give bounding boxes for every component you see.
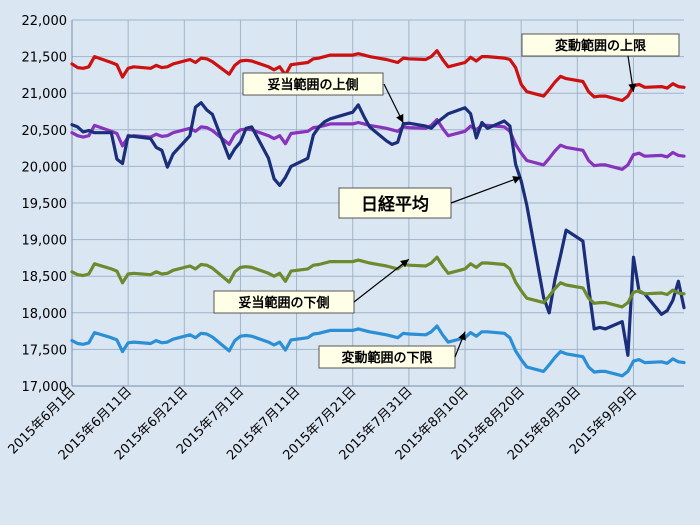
annotation-label: 変動範囲の上限 bbox=[555, 38, 647, 54]
arrow-head bbox=[400, 259, 409, 268]
annotation-callout: 変動範囲の下限 bbox=[318, 331, 466, 369]
y-tick-label: 20,500 bbox=[22, 124, 68, 139]
annotation-label: 変動範囲の下限 bbox=[341, 350, 433, 366]
annotation-callout: 変動範囲の上限 bbox=[521, 33, 680, 92]
annotation-arrow bbox=[353, 258, 410, 303]
series-line bbox=[70, 255, 686, 309]
y-tick-label: 20,000 bbox=[22, 160, 68, 175]
annotation-label: 日経平均 bbox=[361, 194, 429, 215]
annotation-box bbox=[521, 33, 680, 57]
series-line bbox=[70, 118, 686, 171]
y-tick-label: 21,500 bbox=[22, 51, 68, 66]
arrow-head bbox=[512, 176, 522, 184]
arrow-head bbox=[628, 83, 637, 92]
series-line bbox=[70, 101, 686, 357]
y-tick-label: 17,000 bbox=[22, 380, 68, 395]
annotation-label: 妥当範囲の上側 bbox=[267, 77, 358, 93]
y-tick-label: 19,000 bbox=[22, 234, 68, 249]
x-tick-labels: 2015年6月1日2015年6月11日2015年6月21日2015年7月1日20… bbox=[6, 384, 641, 463]
annotation-callout: 日経平均 bbox=[338, 176, 522, 219]
y-tick-label: 18,500 bbox=[22, 270, 68, 285]
annotation-arrow bbox=[450, 176, 522, 204]
series-lines bbox=[70, 49, 686, 378]
y-tick-label: 17,500 bbox=[22, 343, 68, 358]
arrow-head bbox=[458, 331, 466, 341]
axes bbox=[71, 20, 684, 387]
arrow-head bbox=[396, 113, 404, 123]
annotation-callout: 妥当範囲の上側 bbox=[242, 72, 404, 124]
series-line bbox=[70, 324, 686, 378]
y-tick-label: 19,500 bbox=[22, 197, 68, 212]
annotation-callout: 妥当範囲の下側 bbox=[213, 258, 410, 314]
y-tick-label: 18,000 bbox=[22, 307, 68, 322]
y-tick-label: 22,000 bbox=[22, 14, 68, 29]
series-line bbox=[70, 49, 686, 103]
y-tick-labels: 17,000 17,500 18,000 18,500 19,000 19,500 20,0… bbox=[22, 14, 68, 395]
y-tick-label: 21,000 bbox=[22, 87, 68, 102]
annotation-box bbox=[242, 72, 384, 96]
annotation-label: 妥当範囲の下側 bbox=[238, 295, 329, 311]
